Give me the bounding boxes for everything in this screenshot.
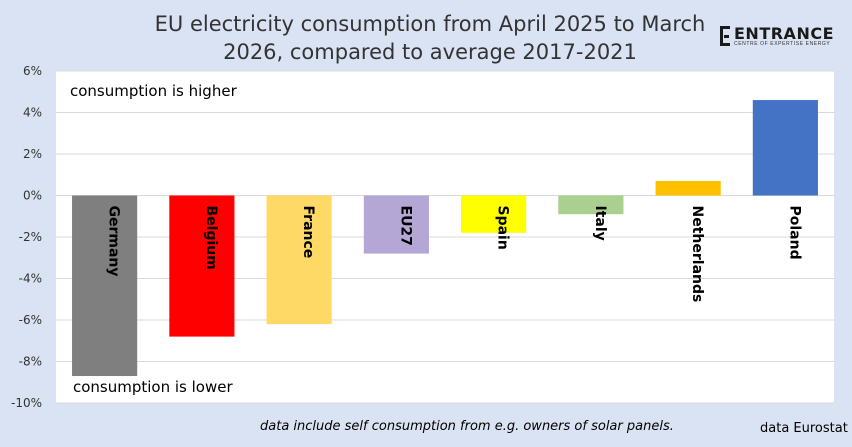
annotation-lower: consumption is lower <box>73 378 233 396</box>
bar-label-france: France <box>300 206 316 259</box>
y-tick-label: -4% <box>19 272 42 286</box>
bar-italy <box>558 195 624 215</box>
logo-bracket-icon <box>720 26 730 46</box>
bar-label-italy: Italy <box>592 206 608 241</box>
y-axis-tick-labels: 6% 4% 2% 0% -2% -4% -6% -8% -10% <box>11 64 42 410</box>
logo-wordmark: ENTRANCE <box>734 24 834 43</box>
y-tick-label: -8% <box>19 355 42 369</box>
bar-poland <box>752 100 818 196</box>
annotation-higher: consumption is higher <box>70 82 237 100</box>
y-tick-label: 6% <box>23 64 42 78</box>
y-tick-label: -2% <box>19 230 42 244</box>
footnote: data include self consumption from e.g. … <box>260 419 674 434</box>
y-tick-label: -6% <box>19 313 42 327</box>
y-tick-label: -10% <box>11 396 42 410</box>
bar-france <box>266 195 332 325</box>
bars <box>72 100 818 377</box>
y-tick-label: 0% <box>23 189 42 203</box>
entrance-logo: ENTRANCE CENTRE OF EXPERTISE ENERGY <box>720 24 834 50</box>
y-tick-label: 4% <box>23 106 42 120</box>
bar-label-belgium: Belgium <box>203 206 219 270</box>
bar-label-germany: Germany <box>106 206 122 277</box>
bar-belgium <box>169 195 235 337</box>
chart-title: EU electricity consumption from April 20… <box>154 12 706 64</box>
bar-spain <box>461 195 527 233</box>
bar-label-spain: Spain <box>495 206 511 250</box>
bar-label-eu27: EU27 <box>397 206 413 246</box>
bar-labels: Germany Belgium France EU27 Spain Italy Nether… <box>106 206 803 303</box>
y-tick-label: 2% <box>23 147 42 161</box>
bar-label-netherlands: Netherlands <box>689 206 705 303</box>
bar-eu27 <box>363 195 429 254</box>
bar-germany <box>72 195 138 377</box>
bar-netherlands <box>655 180 721 196</box>
bar-label-poland: Poland <box>786 206 802 260</box>
logo-tagline: CENTRE OF EXPERTISE ENERGY <box>734 41 831 47</box>
source-credit: data Eurostat <box>760 421 848 436</box>
